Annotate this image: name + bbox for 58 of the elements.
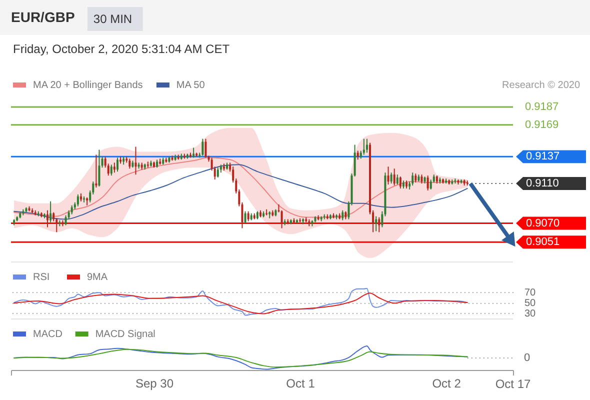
candlestick bbox=[280, 210, 283, 229]
candlestick bbox=[134, 146, 137, 176]
ref-line-label: 0.9169 bbox=[525, 118, 559, 131]
ref-line-label: 0.9070 bbox=[526, 217, 560, 230]
candlestick bbox=[95, 154, 98, 188]
legend-label: MA 20 + Bollinger Bands bbox=[33, 80, 143, 91]
candlestick bbox=[362, 138, 365, 156]
chart-title: EUR/GBP bbox=[11, 9, 75, 25]
candlestick bbox=[426, 175, 429, 191]
ref-line-label: 0.9137 bbox=[526, 150, 560, 163]
candlestick bbox=[366, 138, 368, 154]
candlestick bbox=[244, 210, 246, 224]
candlestick bbox=[396, 174, 398, 185]
y-tick-label: 70 bbox=[524, 288, 536, 299]
x-tick-label: Sep 30 bbox=[135, 376, 174, 390]
candlestick bbox=[116, 157, 118, 172]
candlestick bbox=[393, 168, 396, 186]
candlestick bbox=[110, 164, 112, 176]
legend-label: 9MA bbox=[87, 272, 108, 283]
legend-label: MACD Signal bbox=[95, 329, 156, 340]
x-tick-label: Oct 2 bbox=[432, 376, 462, 390]
ref-line-label: 0.9110 bbox=[526, 178, 559, 190]
chart-subtitle: Friday, October 2, 2020 5:31:04 AM CET bbox=[13, 42, 230, 56]
candlestick bbox=[202, 138, 204, 156]
legend-label: RSI bbox=[33, 272, 50, 283]
text: Research © 2020 bbox=[502, 80, 580, 91]
candlestick bbox=[128, 158, 131, 170]
ref-line-label: 0.9187 bbox=[525, 101, 559, 113]
candlestick bbox=[378, 216, 380, 233]
candlestick bbox=[192, 147, 195, 158]
candlestick bbox=[50, 200, 52, 223]
ref-line-label: 0.9051 bbox=[526, 236, 560, 248]
candlestick bbox=[46, 210, 49, 228]
candlestick bbox=[387, 166, 390, 185]
candlestick bbox=[98, 149, 100, 187]
candlestick bbox=[412, 172, 414, 186]
candlestick bbox=[204, 138, 207, 158]
candlestick bbox=[101, 156, 104, 168]
text: 30 MIN bbox=[93, 12, 132, 26]
candlestick bbox=[216, 167, 219, 178]
text: 0 bbox=[524, 352, 530, 364]
y-tick-label: 30 bbox=[524, 308, 536, 320]
candlestick bbox=[399, 176, 402, 189]
legend-label: MACD bbox=[33, 329, 62, 340]
legend-label: MA 50 bbox=[176, 80, 206, 91]
candlestick bbox=[342, 210, 344, 221]
candlestick bbox=[76, 194, 79, 207]
line-series bbox=[14, 292, 468, 314]
candlestick bbox=[64, 214, 67, 226]
candlestick bbox=[390, 172, 392, 184]
candlestick bbox=[348, 200, 350, 220]
y-tick-label: 50 bbox=[524, 298, 536, 310]
candlestick bbox=[375, 216, 378, 232]
candlestick bbox=[113, 162, 116, 174]
x-tick-label: Oct 1 bbox=[286, 376, 316, 390]
candlestick bbox=[247, 210, 250, 222]
line-series bbox=[14, 288, 468, 316]
text: Oct 17 bbox=[495, 377, 531, 391]
